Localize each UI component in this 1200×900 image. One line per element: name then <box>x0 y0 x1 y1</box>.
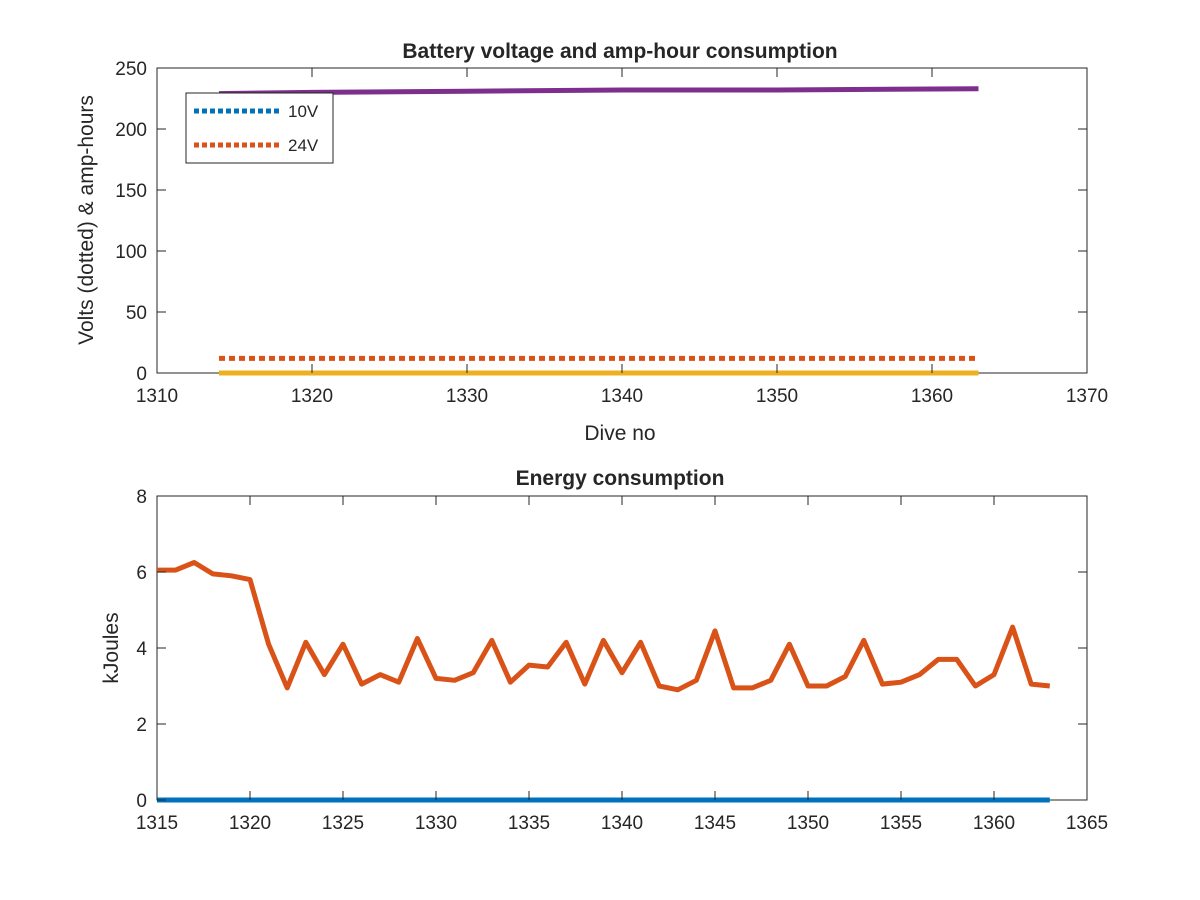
energy-x-tick-label: 1340 <box>601 813 643 834</box>
battery-y-tick-label: 0 <box>136 364 147 385</box>
battery-x-tick-label: 1320 <box>291 386 333 407</box>
energy-y-tick-label: 2 <box>136 715 147 736</box>
energy-x-tick-label: 1315 <box>136 813 178 834</box>
battery-x-tick-label: 1370 <box>1066 386 1108 407</box>
energy-x-tick-label: 1360 <box>973 813 1015 834</box>
energy-series-line-1 <box>157 560 1051 693</box>
energy-consumption-chart: Energy consumption 1315 1320 1325 1330 1335 1… <box>100 467 1108 834</box>
energy-x-tick-label: 1335 <box>508 813 550 834</box>
energy-chart-title: Energy consumption <box>516 467 725 490</box>
energy-x-tick-label: 1320 <box>229 813 271 834</box>
battery-chart-y-ticks: 0 50 100 150 200 250 <box>115 59 1087 385</box>
battery-x-tick-label: 1350 <box>756 386 798 407</box>
energy-x-tick-label: 1345 <box>694 813 736 834</box>
battery-x-tick-label: 1310 <box>136 386 178 407</box>
energy-y-tick-label: 0 <box>136 791 147 812</box>
energy-y-tick-label: 4 <box>136 639 147 660</box>
battery-x-tick-label: 1360 <box>911 386 953 407</box>
legend-box <box>185 92 334 164</box>
energy-x-tick-label: 1325 <box>322 813 364 834</box>
battery-chart-x-ticks: 1310 1320 1330 1340 1350 1360 1370 <box>136 68 1108 407</box>
battery-chart-legend: 10V 24V <box>185 92 334 164</box>
legend-label-10v: 10V <box>288 102 319 121</box>
legend-label-24v: 24V <box>288 136 319 155</box>
energy-y-tick-label: 8 <box>136 487 147 508</box>
battery-chart-y-label: Volts (dotted) & amp-hours <box>75 95 98 345</box>
battery-y-tick-label: 250 <box>115 59 147 80</box>
energy-x-tick-label: 1330 <box>415 813 457 834</box>
battery-chart-x-label: Dive no <box>584 422 655 445</box>
energy-x-tick-label: 1365 <box>1066 813 1108 834</box>
battery-voltage-chart: Battery voltage and amp-hour consumption… <box>75 40 1108 445</box>
energy-chart-y-label: kJoules <box>100 612 123 683</box>
battery-chart-title: Battery voltage and amp-hour consumption <box>402 40 837 63</box>
energy-x-tick-label: 1355 <box>880 813 922 834</box>
energy-y-tick-label: 6 <box>136 563 147 584</box>
battery-x-tick-label: 1340 <box>601 386 643 407</box>
battery-y-tick-label: 100 <box>115 242 147 263</box>
energy-chart-x-ticks: 1315 1320 1325 1330 1335 1340 1345 1350 1355 1360… <box>136 496 1108 834</box>
battery-y-tick-label: 50 <box>126 303 147 324</box>
energy-chart-axes-box <box>156 495 1088 801</box>
energy-x-tick-label: 1350 <box>787 813 829 834</box>
battery-x-tick-label: 1330 <box>446 386 488 407</box>
battery-y-tick-label: 150 <box>115 181 147 202</box>
energy-chart-y-ticks: 0 2 4 6 8 <box>136 487 1087 812</box>
battery-y-tick-label: 200 <box>115 120 147 141</box>
